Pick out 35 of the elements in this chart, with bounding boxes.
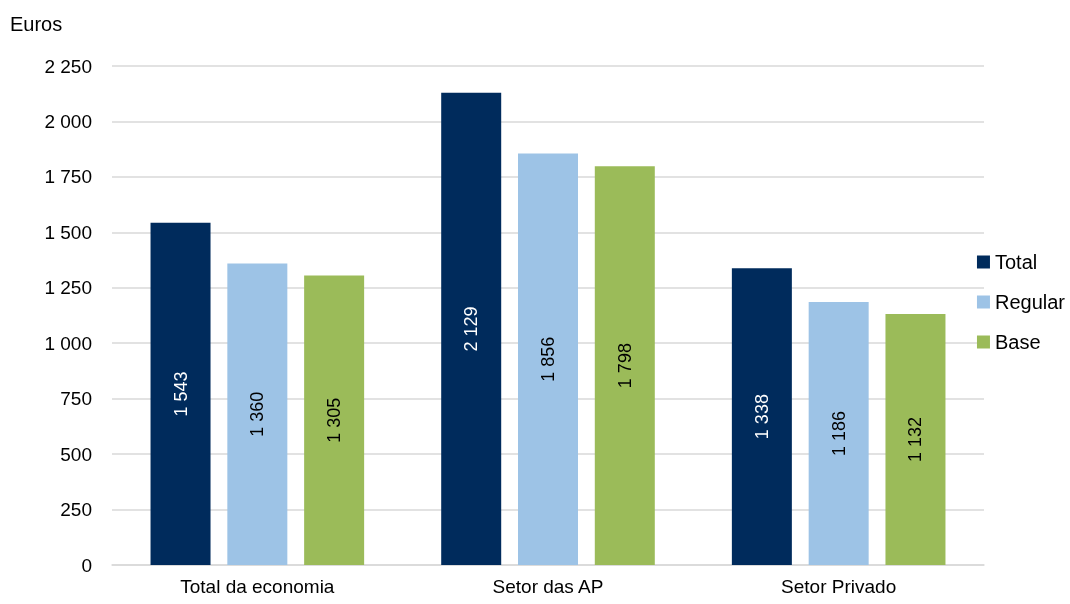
data-label: 1 305 (324, 397, 345, 443)
bar (227, 263, 288, 565)
data-label: 2 129 (461, 306, 482, 352)
x-tick-label: Setor das AP (492, 576, 604, 597)
data-label: 1 856 (538, 336, 558, 382)
y-tick-label: 1 750 (44, 166, 92, 188)
y-tick-label: 1 000 (44, 332, 92, 354)
data-label: 1 338 (751, 394, 772, 440)
bar (518, 153, 578, 565)
legend-label: Total (994, 251, 1038, 273)
x-tick-label: Total da economia (180, 576, 335, 597)
legend-label: Base (994, 331, 1041, 353)
bar (731, 268, 792, 565)
y-tick-label: 1 250 (44, 277, 92, 299)
legend-label: Regular (994, 291, 1066, 313)
bar (594, 166, 655, 565)
data-label: 1 360 (247, 391, 268, 437)
y-tick-label: 750 (60, 388, 92, 410)
data-label: 1 798 (614, 343, 635, 389)
data-label: 1 543 (170, 371, 191, 417)
y-tick-label: 2 000 (44, 110, 92, 132)
bar (150, 222, 211, 565)
bar (304, 275, 365, 565)
bar (885, 313, 946, 565)
y-tick-label: 1 500 (44, 221, 92, 243)
y-tick-label: 2 250 (44, 55, 92, 77)
bar (441, 92, 502, 565)
x-tick-label: Setor Privado (781, 576, 897, 597)
y-tick-label: 500 (60, 443, 92, 465)
bar (808, 301, 869, 565)
y-tick-label: 250 (60, 499, 92, 521)
data-label: 1 186 (828, 410, 849, 457)
y-axis-title: Euros (10, 13, 63, 35)
data-label: 1 132 (905, 416, 926, 462)
y-tick-label: 0 (81, 554, 92, 576)
